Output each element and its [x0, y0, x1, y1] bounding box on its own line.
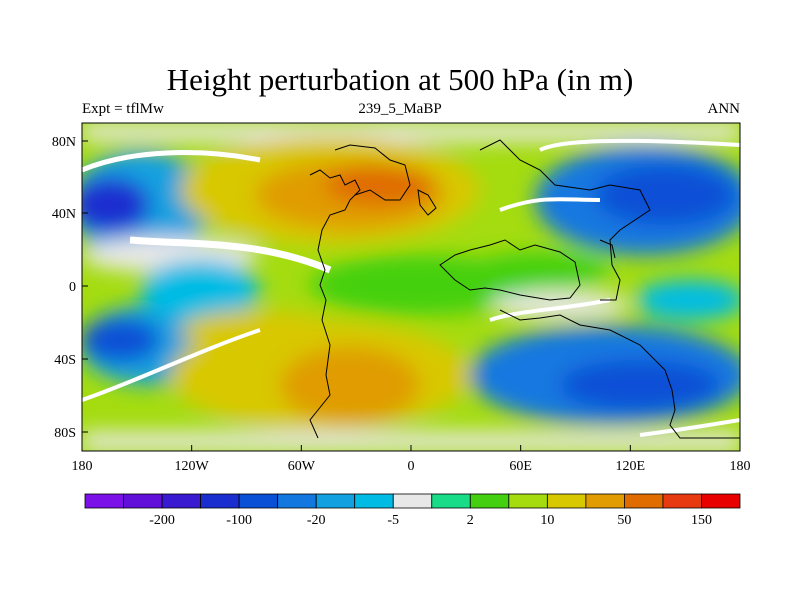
lat-tick-label: 80N — [52, 135, 76, 150]
colorbar-label: 50 — [617, 513, 631, 528]
colorbar-label: -200 — [149, 513, 175, 528]
lat-tick-label: 40N — [52, 207, 76, 222]
colorbar-swatch — [585, 493, 625, 509]
colorbar-label: -5 — [387, 513, 399, 528]
colorbar-swatch — [84, 493, 124, 509]
season-label: ANN — [707, 101, 741, 117]
colorbar-swatch — [161, 493, 201, 509]
colorbar-swatch — [315, 493, 356, 509]
colorbar-swatch — [238, 493, 279, 509]
colorbar-swatch — [662, 493, 702, 509]
colorbar-swatch — [624, 493, 664, 509]
longitude-axis: 180 120W 60W 0 60E 120E 180 — [72, 445, 751, 474]
lon-tick-label: 120W — [175, 459, 210, 474]
colorbar-swatch — [431, 493, 471, 509]
colorbar-swatch — [701, 493, 741, 509]
latitude-axis: 80N 40N 0 40S 80S — [52, 135, 88, 441]
map-title: Height perturbation at 500 hPa (in m) — [166, 62, 634, 97]
period-label: 239_5_MaBP — [358, 101, 442, 117]
lon-tick-label: 60E — [509, 459, 532, 474]
lon-tick-label: 0 — [408, 459, 415, 474]
height-field — [82, 123, 740, 451]
lat-tick-label: 0 — [69, 280, 76, 295]
colorbar-swatch — [123, 493, 163, 509]
colorbar-swatch — [546, 493, 587, 509]
lat-tick-label: 80S — [54, 426, 76, 441]
colorbar-label: 150 — [691, 513, 712, 528]
lon-tick-label: 180 — [72, 459, 93, 474]
colorbar-swatch — [354, 493, 394, 509]
colorbar-label: 2 — [467, 513, 474, 528]
colorbar-label: 10 — [540, 513, 554, 528]
lon-tick-label: 120E — [616, 459, 646, 474]
colorbar-swatch — [508, 493, 548, 509]
experiment-label: Expt = tflMw — [82, 101, 164, 117]
lon-tick-label: 180 — [730, 459, 751, 474]
colorbar-label: -20 — [307, 513, 326, 528]
colorbar-swatch — [277, 493, 317, 509]
colorbar-swatch — [469, 493, 510, 509]
colorbar-swatch — [392, 493, 433, 509]
lat-tick-label: 40S — [54, 353, 76, 368]
lon-tick-label: 60W — [288, 459, 316, 474]
coastlines — [309, 139, 740, 439]
colorbar-label: -100 — [226, 513, 252, 528]
colorbar-swatch — [200, 493, 240, 509]
colorbar: -200 -100 -20 -5 2 10 50 150 — [84, 493, 741, 528]
